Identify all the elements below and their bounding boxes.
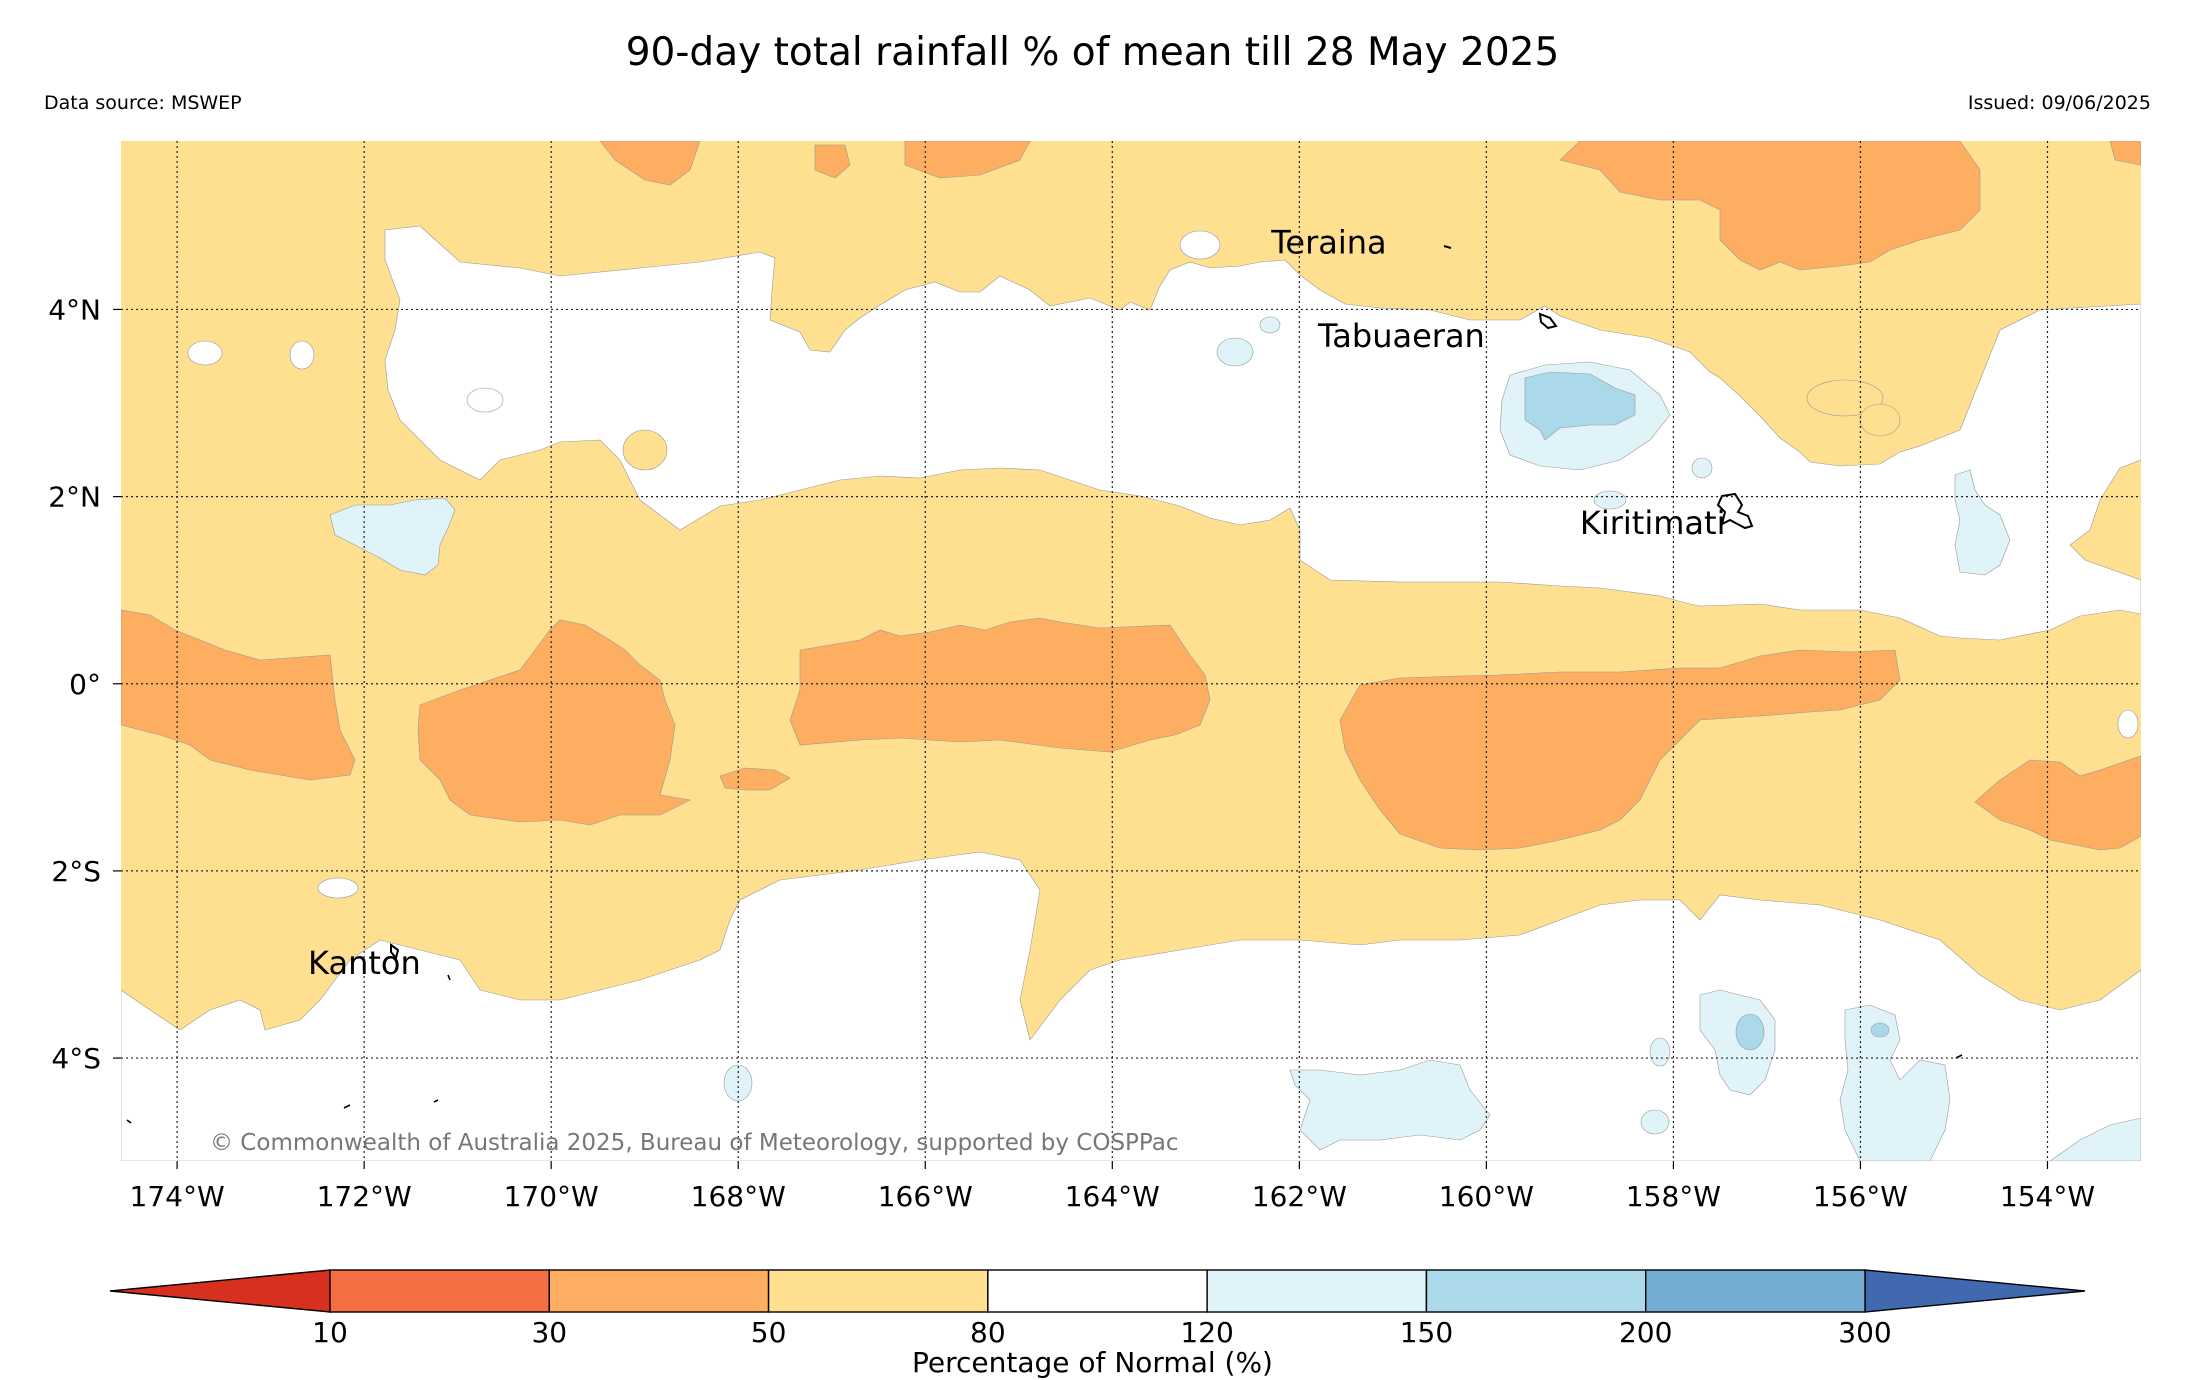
data-source-label: Data source: MSWEP xyxy=(44,92,242,114)
field-120-150 xyxy=(1649,1037,1671,1067)
field-30-50 xyxy=(121,609,356,781)
field-30-50 xyxy=(417,619,691,826)
field-120-150 xyxy=(1691,457,1713,479)
colorbar-segment xyxy=(1425,1269,1647,1313)
field-80-120-blob xyxy=(1179,230,1221,260)
colorbar-tick-label: 300 xyxy=(1838,1316,1891,1349)
field-80-120-north xyxy=(384,225,2141,641)
field-30-50 xyxy=(814,144,851,179)
field-150-200 xyxy=(1870,1022,1890,1038)
field-120-150 xyxy=(329,497,456,576)
tick-label-lon: 170°W xyxy=(504,1180,599,1213)
field-120-150 xyxy=(2049,1117,2141,1161)
tick-label-lon: 162°W xyxy=(1252,1180,1347,1213)
map-title: 90-day total rainfall % of mean till 28 … xyxy=(625,30,1560,75)
island-kanton xyxy=(390,943,400,961)
field-30-50 xyxy=(1339,649,1901,851)
island-teraina xyxy=(1443,245,1452,249)
tick-label-lon: 164°W xyxy=(1065,1180,1160,1213)
field-80-120-blob xyxy=(317,877,359,899)
map-axis-ticks: 174°W 172°W 170°W 168°W 166°W 164°W 162°W 160°W… xyxy=(48,293,2095,1213)
island-kiritimati xyxy=(1716,492,1754,530)
issued-date-label: Issued: 09/06/2025 xyxy=(1967,92,2151,114)
field-120-150 xyxy=(1216,337,1254,367)
place-label-kiritimati: Kiritimati xyxy=(1580,504,1726,542)
tick-label-lon: 160°W xyxy=(1439,1180,1534,1213)
field-120-150 xyxy=(1289,1059,1491,1151)
colorbar-tick-label: 120 xyxy=(1180,1316,1233,1349)
colorbar-extend-below xyxy=(109,1269,331,1313)
colorbar-tick-label: 80 xyxy=(970,1316,1006,1349)
colorbar-label: Percentage of Normal (%) xyxy=(912,1346,1273,1379)
copyright-text: © Commonwealth of Australia 2025, Bureau… xyxy=(210,1130,1179,1156)
colorbar-segment xyxy=(1206,1269,1428,1313)
field-30-50 xyxy=(2109,141,2141,166)
field-150-200 xyxy=(1735,1013,1765,1051)
field-30-50 xyxy=(599,141,701,186)
colorbar: 10 30 50 80 120 150 200 300 xyxy=(109,1269,2086,1349)
map-field xyxy=(121,141,2141,1161)
tick-label-lat: 2°N xyxy=(48,481,101,514)
place-label-teraina: Teraina xyxy=(1270,223,1386,261)
map-gridlines xyxy=(121,141,2141,1161)
colorbar-segment xyxy=(329,1269,550,1313)
field-30-50 xyxy=(789,617,1211,753)
tick-label-lat: 2°S xyxy=(51,855,101,888)
field-80-120-south xyxy=(121,851,2141,1161)
tick-label-lon: 156°W xyxy=(1813,1180,1908,1213)
colorbar-tick-label: 10 xyxy=(312,1316,348,1349)
field-120-150 xyxy=(1839,1004,1951,1161)
field-120-150 xyxy=(1640,1109,1670,1135)
colorbar-segment xyxy=(1645,1269,1866,1313)
field-120-150 xyxy=(1954,469,2011,576)
field-120-150 xyxy=(1259,316,1281,334)
colorbar-tick-label: 30 xyxy=(531,1316,567,1349)
tick-label-lon: 168°W xyxy=(691,1180,786,1213)
field-120-150 xyxy=(1593,490,1627,510)
colorbar-segment xyxy=(767,1269,989,1313)
tick-label-lon: 154°W xyxy=(2000,1180,2095,1213)
field-80-120-blob xyxy=(2117,709,2139,739)
colorbar-segment xyxy=(987,1269,1208,1313)
colorbar-tick-label: 150 xyxy=(1400,1316,1453,1349)
tick-label-lat: 4°S xyxy=(51,1042,101,1075)
field-150-200 xyxy=(1524,371,1636,441)
colorbar-extend-above xyxy=(1864,1269,2086,1313)
field-80-120-blob xyxy=(1806,379,1884,417)
tick-label-lon: 172°W xyxy=(317,1180,412,1213)
field-80-120-blob xyxy=(466,387,504,413)
island-tabuaeran xyxy=(1538,312,1558,330)
field-30-50 xyxy=(1974,755,2141,851)
tick-label-lon: 158°W xyxy=(1626,1180,1721,1213)
field-80-120-blob xyxy=(622,429,668,471)
field-80-120-blob xyxy=(289,340,315,370)
tick-label-lon: 174°W xyxy=(130,1180,225,1213)
place-label-kanton: Kanton xyxy=(308,944,421,982)
tick-label-lon: 166°W xyxy=(878,1180,973,1213)
colorbar-tick-label: 200 xyxy=(1619,1316,1672,1349)
tick-label-lat: 4°N xyxy=(48,293,101,326)
place-labels: Teraina Tabuaeran Kiritimati Kanton xyxy=(308,223,1725,982)
place-label-tabuaeran: Tabuaeran xyxy=(1317,317,1485,355)
field-30-50 xyxy=(719,767,791,791)
field-30-50 xyxy=(1559,141,1981,271)
island-small xyxy=(126,974,1963,1124)
field-30-50 xyxy=(904,141,1031,179)
field-80-120-blob xyxy=(187,340,223,366)
colorbar-tick-label: 50 xyxy=(751,1316,787,1349)
colorbar-segment xyxy=(548,1269,770,1313)
tick-label-lat: 0° xyxy=(69,668,101,701)
field-80-120-blob xyxy=(1859,403,1901,437)
